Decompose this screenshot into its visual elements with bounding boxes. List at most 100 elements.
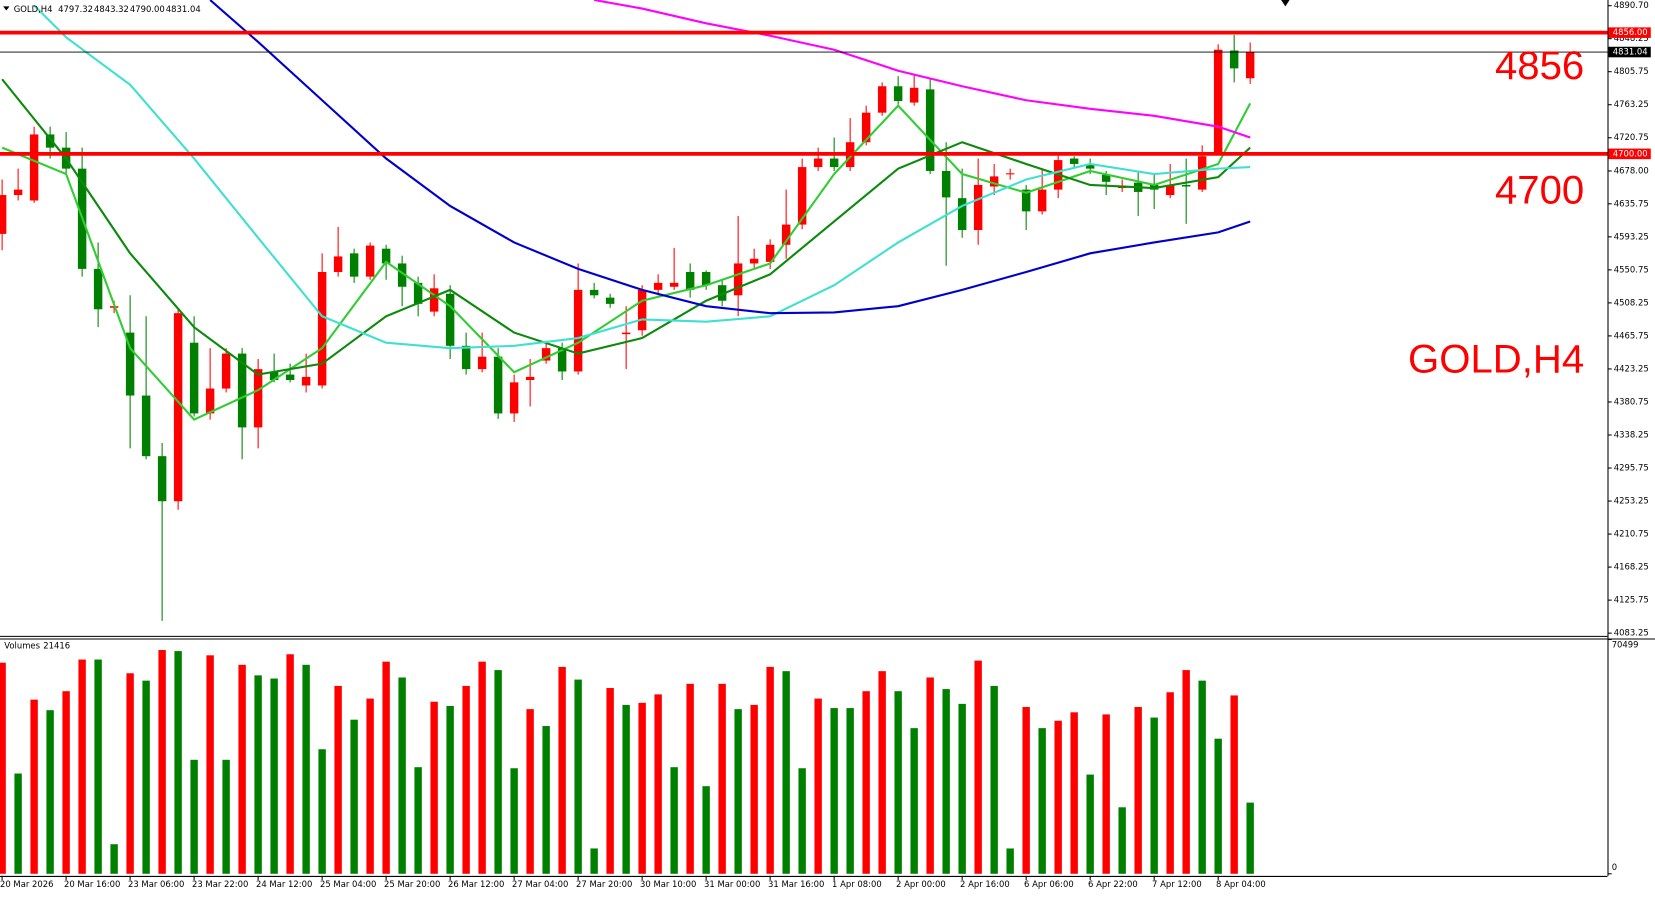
candle-body (829, 158, 839, 168)
y-tick-label: 4423.25 (1614, 363, 1649, 373)
volume-bar (974, 660, 982, 874)
x-tick-label: 2 Apr 00:00 (896, 879, 946, 889)
volume-bar (398, 677, 406, 874)
volume-bar (1054, 720, 1062, 874)
candle-body (701, 271, 711, 286)
header-price: 4797.32 (58, 4, 93, 14)
volume-bar (846, 708, 854, 874)
header-price: 4831.04 (166, 4, 201, 14)
candle-body (685, 271, 695, 290)
volume-bar (606, 688, 614, 874)
candle-body (461, 345, 471, 370)
candle-body (1037, 189, 1047, 212)
candle-body (1005, 173, 1015, 175)
candle-body (909, 87, 919, 103)
y-tick-label: 4508.25 (1614, 297, 1649, 307)
volume-bar (686, 683, 694, 874)
indicator-line (33, 4, 1251, 350)
candle-body (797, 167, 807, 225)
volume-bar (414, 767, 422, 874)
volume-bar (94, 659, 102, 874)
volume-bar (590, 848, 598, 874)
candle-body (861, 112, 871, 143)
volume-bar (910, 728, 918, 874)
header-price: 4843.32 (94, 4, 129, 14)
candle-body (1021, 189, 1031, 212)
volume-bar (526, 709, 534, 874)
candle-body (525, 376, 535, 381)
candle-body (157, 456, 167, 502)
candle-body (893, 86, 903, 102)
annotation: 4856 (1495, 44, 1584, 88)
x-tick-label: 27 Mar 04:00 (512, 879, 568, 889)
y-tick-label: 4380.75 (1614, 396, 1649, 406)
volume-bar (1230, 695, 1238, 874)
indicator-line (209, 0, 1251, 315)
candle-body (573, 289, 583, 372)
x-tick-label: 26 Mar 12:00 (448, 879, 504, 889)
y-tick-label: 4125.75 (1614, 595, 1649, 605)
volume-bar (318, 749, 326, 874)
volume-bar (1086, 774, 1094, 874)
candle-body (93, 268, 103, 310)
bid-label-box (1608, 46, 1651, 58)
volume-bar (366, 698, 374, 874)
candle-body (269, 371, 279, 381)
y-tick-label: 4763.25 (1614, 99, 1649, 109)
volume-bar (222, 759, 230, 874)
candle-body (1165, 184, 1175, 196)
volume-bar (958, 703, 966, 874)
level-label: 4856.00 (1613, 27, 1648, 37)
candle-body (973, 184, 983, 231)
x-tick-label: 7 Apr 12:00 (1152, 879, 1202, 889)
volume-bar (494, 670, 502, 874)
volume-bar (78, 659, 86, 874)
candle-body (189, 342, 199, 414)
candle-body (45, 134, 55, 148)
candle-body (605, 297, 615, 304)
volume-bar (1022, 707, 1030, 874)
annotation: 4700 (1495, 169, 1584, 213)
volume-bar (766, 666, 774, 874)
volume-bar (782, 671, 790, 874)
volume-bar (734, 709, 742, 874)
candle-body (477, 356, 487, 370)
y-tick-label: 4635.75 (1614, 198, 1649, 208)
candle-body (429, 288, 439, 312)
volume-bar (542, 726, 550, 874)
y-tick-label: 4295.75 (1614, 463, 1649, 473)
volume-bar (478, 661, 486, 874)
volume-bar (0, 662, 6, 874)
y-tick-label: 4210.75 (1614, 529, 1649, 539)
volume-bar (30, 699, 38, 874)
candle-body (781, 224, 791, 245)
volume-bar (206, 655, 214, 874)
volume-bar (142, 680, 150, 874)
y-tick-label: 4253.25 (1614, 496, 1649, 506)
candle-body (413, 282, 423, 304)
indicator-line (593, 0, 1251, 139)
candle-body (173, 313, 183, 502)
volume-bar (14, 773, 22, 874)
candle-body (637, 289, 647, 331)
volume-bar (1214, 738, 1222, 874)
x-tick-label: 23 Mar 06:00 (128, 879, 184, 889)
x-tick-label: 8 Apr 04:00 (1216, 879, 1266, 889)
candle-body (205, 388, 215, 414)
volume-tick-label: 70499 (1612, 639, 1639, 649)
annotation: GOLD,H4 (1408, 338, 1584, 382)
volume-bar (190, 759, 198, 874)
candle-body (1213, 49, 1223, 154)
volume-bar (638, 702, 646, 874)
x-tick-label: 6 Apr 22:00 (1088, 879, 1138, 889)
candle-body (285, 374, 295, 381)
x-tick-label: 23 Mar 22:00 (192, 879, 248, 889)
bid-label: 4831.04 (1613, 47, 1648, 57)
y-tick-label: 4678.00 (1614, 165, 1649, 175)
volume-bar (942, 689, 950, 874)
y-tick-label: 4720.75 (1614, 132, 1649, 142)
candle-body (1245, 52, 1255, 79)
y-tick-label: 4083.25 (1614, 628, 1649, 638)
candle-body (589, 289, 599, 296)
volume-title: Volumes (4, 640, 40, 650)
